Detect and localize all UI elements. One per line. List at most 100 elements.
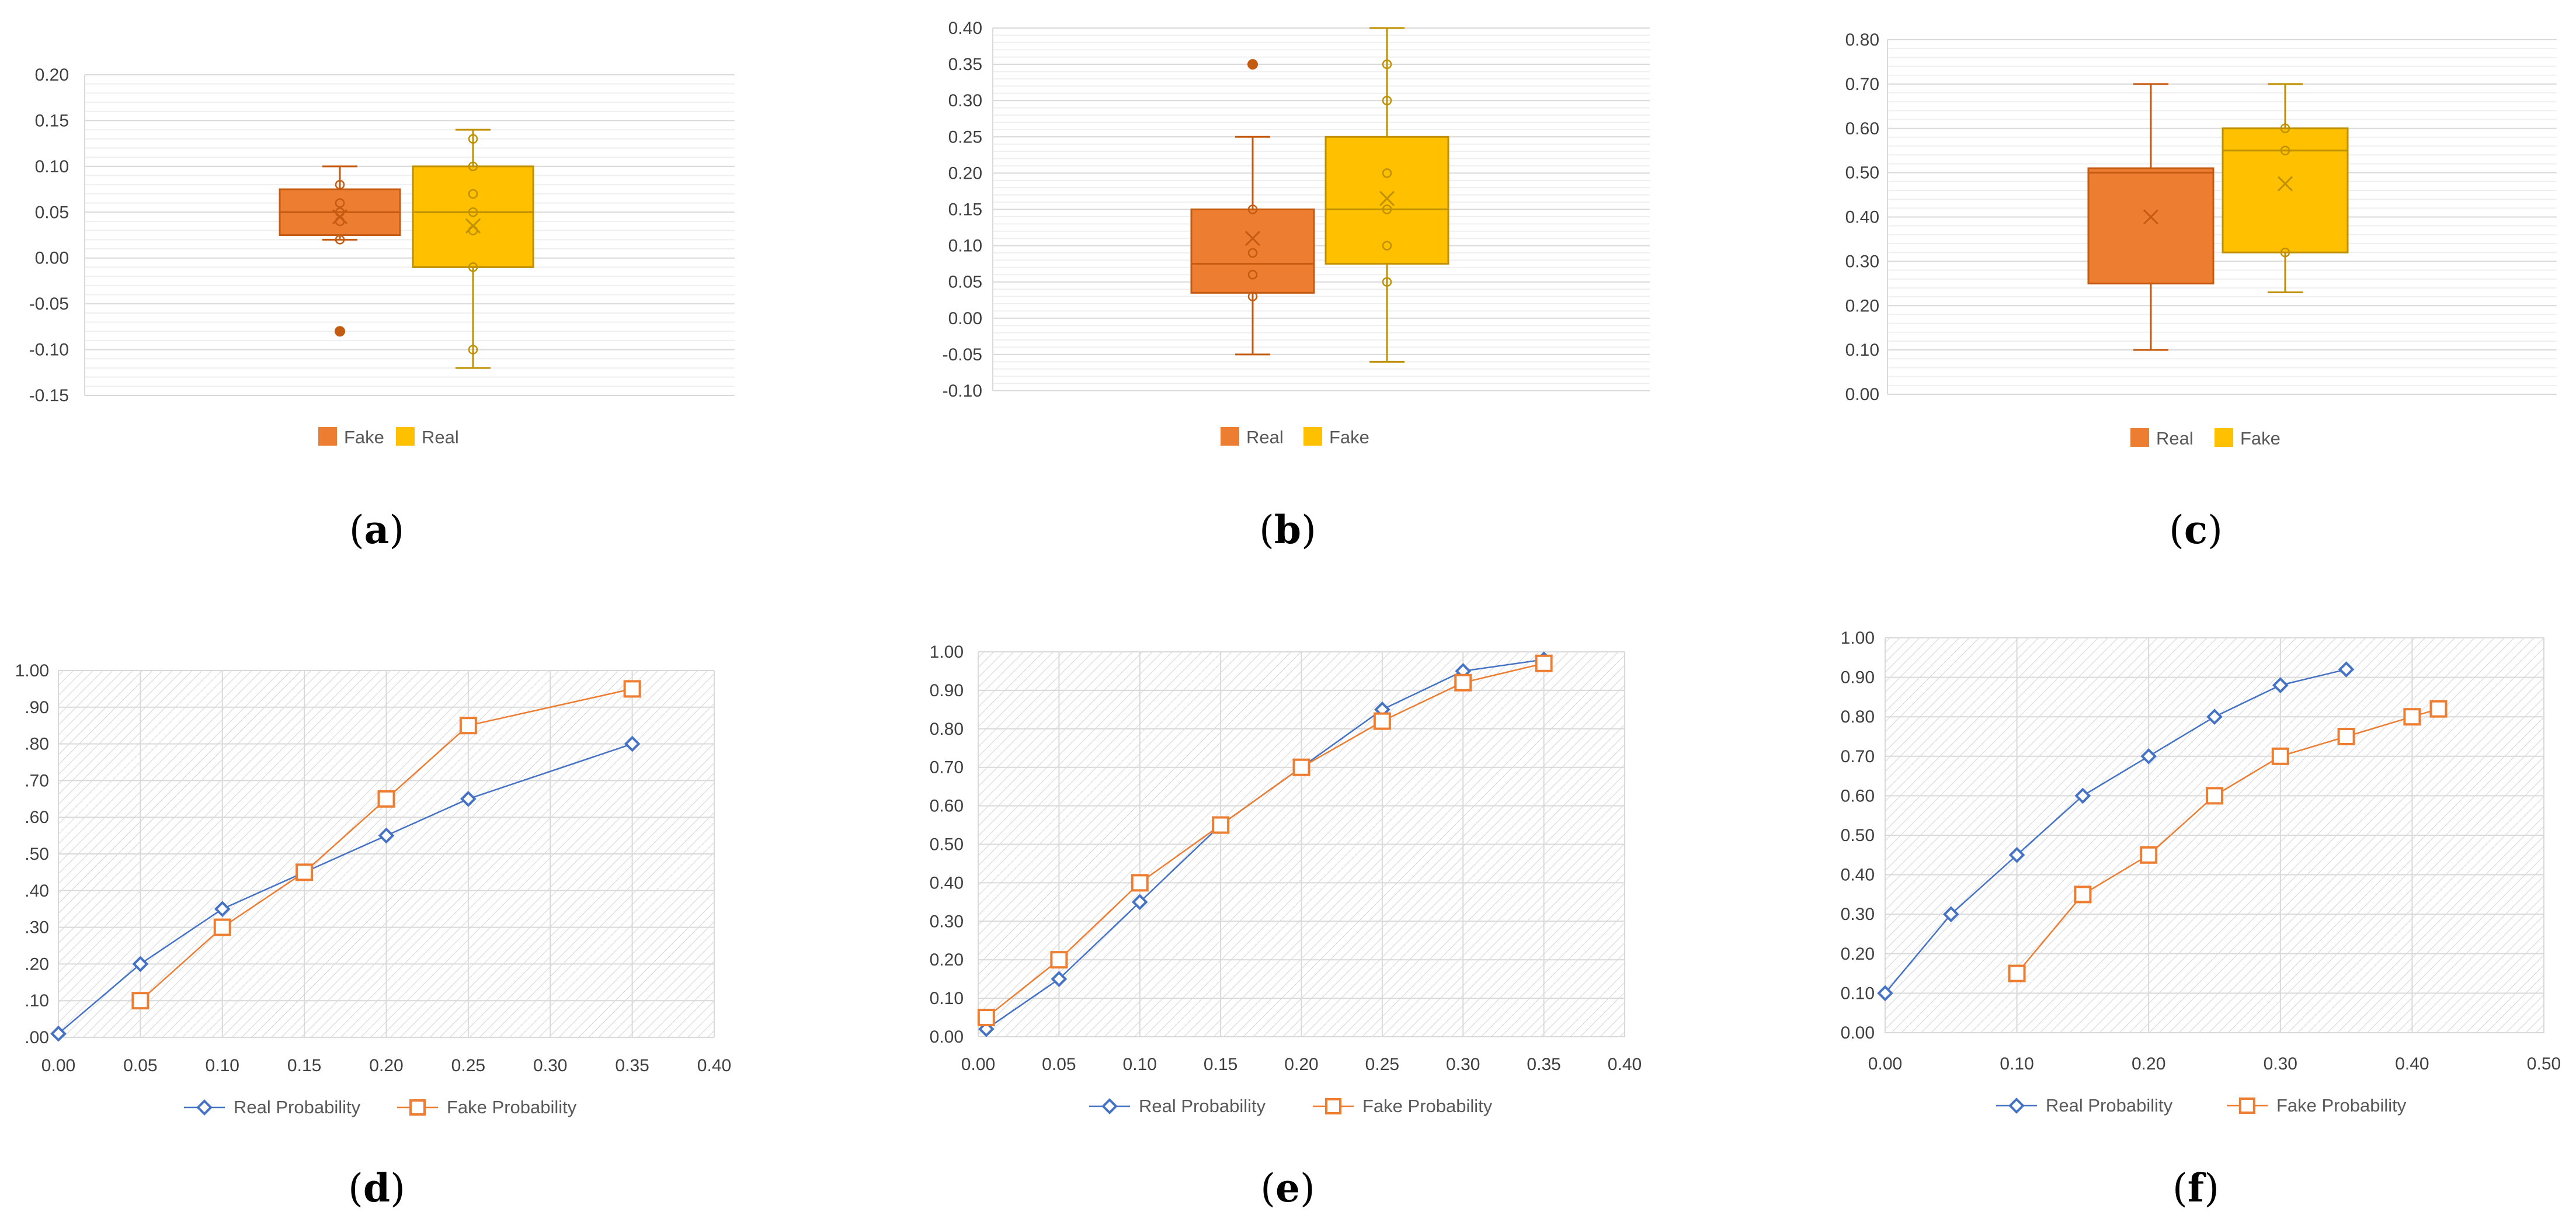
x-tick-label: 0.15: [1204, 1055, 1237, 1074]
y-tick-label: 0.30: [1845, 252, 1879, 271]
x-tick-label: 0.05: [1042, 1055, 1076, 1074]
panel-caption-d: (d): [348, 1165, 405, 1211]
y-tick-label: .60: [25, 808, 49, 827]
y-tick-label: 0.20: [1845, 296, 1879, 315]
inner-point: [1247, 204, 1258, 214]
panel-caption-b: (b): [1259, 507, 1316, 553]
square-marker: [977, 1009, 995, 1027]
x-tick-label: 0.20: [1284, 1055, 1318, 1074]
y-tick-label: .20: [25, 954, 49, 974]
square-marker: [623, 680, 641, 698]
square-marker: [1212, 816, 1230, 834]
legend-diamond-marker: [196, 1099, 213, 1116]
box-iqr: [2222, 127, 2349, 253]
legend-label: Fake: [344, 427, 384, 447]
inner-point: [1382, 277, 1392, 287]
chart-f: 1.00 0.90 0.80 0.70 0.60 0.50 0.40 0.30 0.20 0.10…: [1841, 628, 2561, 1116]
inner-point: [2280, 123, 2290, 133]
y-tick-label: .70: [25, 771, 49, 790]
inner-point: [1247, 291, 1258, 301]
diamond-marker: [50, 1025, 67, 1042]
mean-marker: [1379, 190, 1395, 206]
diamond-marker: [1942, 906, 1959, 923]
legend-label: Real: [2156, 428, 2193, 449]
legend-label: Real Probability: [2046, 1095, 2173, 1116]
inner-point: [2280, 145, 2290, 155]
y-tick-label: 0.40: [930, 873, 964, 892]
y-tick-label: 1.00: [930, 642, 964, 662]
legend-swatch-real: [1221, 427, 1239, 446]
inner-point: [1382, 59, 1392, 70]
square-marker: [2403, 708, 2421, 726]
y-tick-label: .00: [25, 1028, 49, 1047]
caption-b: (b): [1259, 507, 1316, 553]
legend-square-marker: [409, 1099, 426, 1116]
diamond-marker: [2206, 708, 2223, 725]
y-tick-label: .40: [25, 881, 49, 901]
square-marker: [1131, 874, 1149, 892]
series-line: [1885, 668, 2346, 994]
x-tick-label: 0.20: [369, 1056, 403, 1075]
y-tick-label: 0.25: [948, 127, 982, 147]
box-series-fake: [1324, 27, 1449, 363]
y-tick-label: 1.00: [1841, 628, 1875, 648]
y-tick-label: 0.50: [930, 835, 964, 855]
y-tick-label: 0.35: [948, 55, 982, 74]
inner-point: [1382, 204, 1392, 214]
y-tick-label: 0.20: [35, 65, 69, 85]
line-series-fake: [977, 654, 1553, 1027]
caption-letter: e: [1275, 1165, 1300, 1211]
x-tick-label: 0.30: [1446, 1055, 1480, 1074]
chart-e: 1.00 0.90 0.80 0.70 0.60 0.50 0.40 0.30 0.20 0.10…: [930, 642, 1642, 1116]
box-series-fake: [2222, 83, 2349, 293]
inner-point: [335, 235, 345, 245]
y-tick-label: 0.20: [948, 164, 982, 183]
y-tick-label: 0.90: [1841, 668, 1875, 687]
outlier-point: [335, 326, 345, 337]
caption-open-paren: (: [348, 1166, 363, 1211]
y-tick-label: 0.40: [948, 19, 982, 38]
diamond-marker: [460, 790, 477, 807]
caption-f: (f): [2172, 1165, 2219, 1211]
caption-close-paren: ): [2204, 1166, 2219, 1211]
inner-point: [1382, 95, 1392, 106]
x-tick-label: 0.00: [961, 1055, 995, 1074]
mean-marker: [2143, 209, 2159, 225]
caption-open-paren: (: [349, 508, 364, 553]
y-tick-label: 0.00: [35, 249, 69, 268]
box-iqr: [1324, 136, 1449, 265]
y-tick-label: 0.40: [1845, 208, 1879, 227]
y-tick-label: .80: [25, 735, 49, 754]
legend-diamond-marker: [2008, 1098, 2025, 1114]
legend-square-marker: [2239, 1098, 2255, 1114]
square-marker: [2271, 747, 2289, 765]
inner-point: [335, 198, 345, 208]
panel-caption-e: (e): [1260, 1165, 1315, 1211]
x-tick-label: 0.10: [1123, 1055, 1157, 1074]
y-tick-label: 0.00: [1841, 1023, 1875, 1043]
y-tick-label: 0.80: [1841, 707, 1875, 727]
inner-point: [468, 345, 478, 355]
legend-label: Real: [422, 427, 459, 447]
diamond-marker: [132, 956, 149, 973]
y-tick-label: -0.10: [29, 341, 69, 360]
y-tick-label: 0.60: [1841, 786, 1875, 805]
series-line: [2016, 708, 2439, 974]
y-tick-label: .50: [25, 845, 49, 864]
legend-diamond-marker: [1101, 1098, 1118, 1114]
legend-square-marker: [1325, 1098, 1341, 1114]
caption-close-paren: ): [1300, 1166, 1315, 1211]
square-marker: [2206, 787, 2223, 805]
series-line: [140, 688, 632, 1002]
legend-label: Real: [1246, 427, 1284, 447]
diamond-marker: [624, 735, 641, 752]
y-tick-label: 0.20: [1841, 944, 1875, 964]
legend-label: Real Probability: [234, 1097, 361, 1117]
legend-label: Fake: [2240, 428, 2280, 449]
legend-label: Fake Probability: [2276, 1095, 2407, 1116]
inner-point: [335, 179, 345, 190]
y-tick-label: 0.05: [35, 203, 69, 222]
y-tick-label: 0.10: [948, 237, 982, 256]
caption-e: (e): [1260, 1165, 1315, 1211]
